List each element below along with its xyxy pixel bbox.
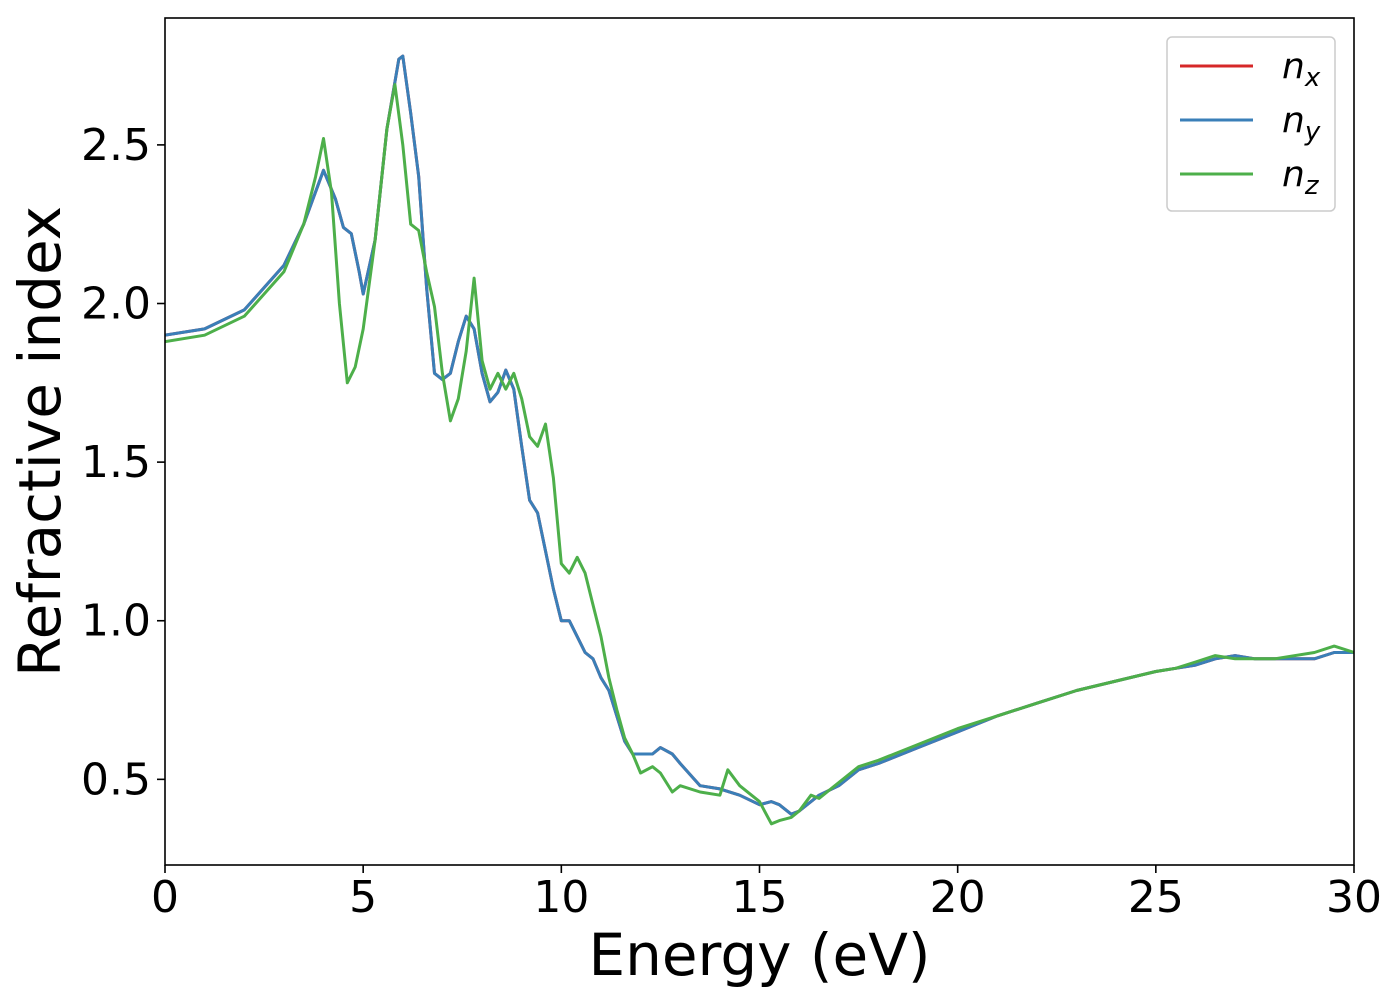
legend-entry: nx bbox=[1282, 46, 1321, 93]
y-tick-label: 2.0 bbox=[81, 279, 151, 330]
x-tick-label: 10 bbox=[533, 872, 589, 923]
legend-subscript: x bbox=[1304, 63, 1321, 93]
y-tick-label: 1.5 bbox=[81, 437, 151, 488]
x-tick-label: 25 bbox=[1128, 872, 1184, 923]
x-tick-label: 0 bbox=[151, 872, 179, 923]
legend-entry: ny bbox=[1282, 100, 1321, 147]
series-layer bbox=[165, 54, 1354, 826]
series-line-nz bbox=[165, 83, 1354, 826]
x-axis: 0 5 10 15 20 25 30 bbox=[151, 865, 1382, 923]
legend-box bbox=[1166, 36, 1336, 212]
y-tick-label: 2.5 bbox=[81, 120, 151, 171]
x-tick-label: 20 bbox=[930, 872, 986, 923]
x-axis-label: Energy (eV) bbox=[588, 921, 930, 989]
x-tick-label: 15 bbox=[732, 872, 788, 923]
y-axis-label: Refractive index bbox=[6, 206, 74, 677]
x-tick-label: 5 bbox=[349, 872, 377, 923]
legend-subscript: y bbox=[1304, 117, 1321, 147]
y-tick-label: 0.5 bbox=[81, 754, 151, 805]
legend-subscript: z bbox=[1304, 171, 1320, 201]
y-axis: 0.5 1.0 1.5 2.0 2.5 bbox=[81, 120, 165, 805]
y-tick-label: 1.0 bbox=[81, 596, 151, 647]
x-tick-label: 30 bbox=[1326, 872, 1382, 923]
